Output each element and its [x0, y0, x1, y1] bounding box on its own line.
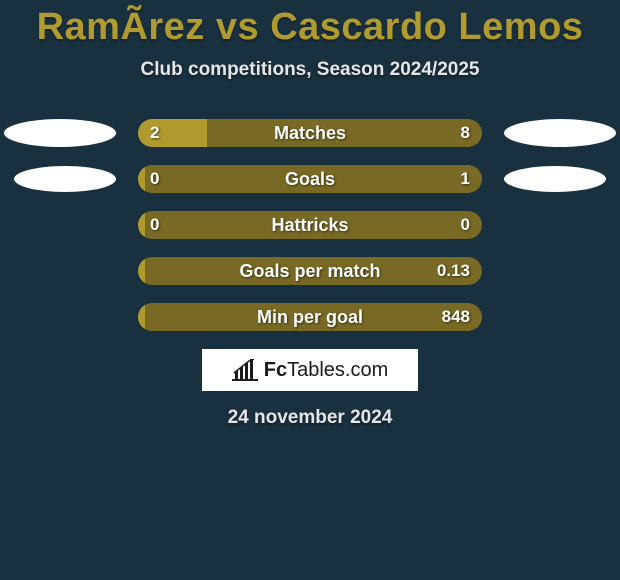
player-right-marker [504, 166, 606, 192]
player-left-marker [4, 119, 116, 147]
stat-label: Hattricks [138, 211, 482, 239]
stat-row: 0.13Goals per match [0, 257, 620, 285]
player-right-marker [504, 119, 616, 147]
barchart-icon [232, 359, 258, 381]
stat-row: 848Min per goal [0, 303, 620, 331]
stat-row: 28Matches [0, 119, 620, 147]
brand-box: FcTables.com [202, 349, 418, 391]
date-text: 24 november 2024 [0, 407, 620, 429]
comparison-infographic: RamÃ­rez vs Cascardo Lemos Club competit… [0, 0, 620, 580]
player-left-marker [14, 166, 116, 192]
brand-text-rest: Tables.com [287, 359, 388, 381]
stat-label: Goals [138, 165, 482, 193]
subtitle: Club competitions, Season 2024/2025 [0, 59, 620, 81]
brand-text: FcTables.com [264, 359, 389, 382]
stat-bar: 01Goals [138, 165, 482, 193]
stat-label: Min per goal [138, 303, 482, 331]
stat-label: Matches [138, 119, 482, 147]
stat-row: 01Goals [0, 165, 620, 193]
stat-bar: 28Matches [138, 119, 482, 147]
stat-label: Goals per match [138, 257, 482, 285]
page-title: RamÃ­rez vs Cascardo Lemos [0, 0, 620, 49]
stat-bar: 00Hattricks [138, 211, 482, 239]
stat-bar: 0.13Goals per match [138, 257, 482, 285]
stat-row: 00Hattricks [0, 211, 620, 239]
stat-bar: 848Min per goal [138, 303, 482, 331]
stat-rows: 28Matches 01Goals 00Hattricks 0.13Goals per… [0, 119, 620, 331]
brand-text-bold: Fc [264, 359, 287, 381]
